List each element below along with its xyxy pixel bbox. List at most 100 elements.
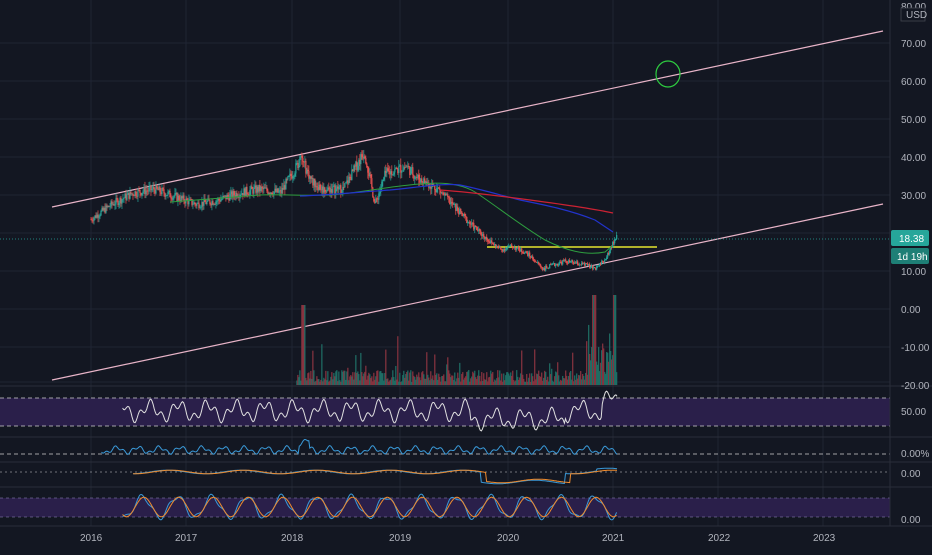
candle-body[interactable]: [298, 165, 300, 169]
candle-body[interactable]: [407, 166, 409, 168]
candle-body[interactable]: [282, 188, 284, 190]
candle-body[interactable]: [153, 186, 155, 190]
candle-body[interactable]: [477, 230, 479, 232]
candle-body[interactable]: [494, 244, 496, 246]
candle-body[interactable]: [485, 236, 487, 240]
candle-body[interactable]: [335, 188, 337, 194]
candle-body[interactable]: [286, 179, 288, 180]
candle-body[interactable]: [135, 191, 137, 196]
candle-body[interactable]: [114, 204, 116, 206]
candle-body[interactable]: [262, 187, 264, 190]
candle-body[interactable]: [303, 161, 305, 163]
candle-body[interactable]: [463, 213, 465, 217]
candle-body[interactable]: [351, 169, 353, 181]
candle-body[interactable]: [173, 196, 175, 198]
candle-body[interactable]: [388, 170, 390, 172]
candle-body[interactable]: [419, 179, 421, 183]
candle-body[interactable]: [523, 252, 525, 254]
candle-body[interactable]: [429, 186, 431, 188]
candle-body[interactable]: [143, 187, 145, 192]
candle-body[interactable]: [490, 240, 492, 243]
candle-body[interactable]: [233, 191, 235, 196]
candle-body[interactable]: [594, 267, 596, 269]
candle-body[interactable]: [250, 186, 252, 191]
adx-pane[interactable]: [0, 438, 890, 455]
candle-body[interactable]: [386, 168, 388, 173]
candle-body[interactable]: [313, 178, 315, 186]
candlesticks[interactable]: [90, 149, 618, 272]
candle-body[interactable]: [350, 177, 352, 181]
candle-body[interactable]: [136, 195, 138, 197]
candle-body[interactable]: [224, 195, 226, 197]
candle-body[interactable]: [95, 215, 97, 218]
candle-body[interactable]: [527, 252, 529, 256]
candle-body[interactable]: [517, 246, 519, 248]
candle-body[interactable]: [474, 226, 476, 230]
candle-body[interactable]: [462, 213, 464, 217]
candle-body[interactable]: [332, 186, 334, 193]
candle-body[interactable]: [556, 263, 558, 266]
candle-body[interactable]: [131, 193, 133, 195]
candle-body[interactable]: [532, 256, 534, 259]
candle-body[interactable]: [399, 165, 401, 167]
candle-body[interactable]: [551, 264, 553, 266]
candle-body[interactable]: [330, 189, 332, 193]
candle-body[interactable]: [216, 200, 218, 202]
candle-body[interactable]: [550, 264, 552, 266]
candle-body[interactable]: [109, 206, 111, 208]
candle-body[interactable]: [259, 184, 261, 191]
candle-body[interactable]: [281, 188, 283, 194]
candle-body[interactable]: [522, 251, 524, 253]
candle-body[interactable]: [415, 177, 417, 178]
candle-body[interactable]: [360, 154, 362, 165]
candle-body[interactable]: [347, 180, 349, 184]
candle-body[interactable]: [122, 198, 124, 200]
candle-body[interactable]: [291, 176, 293, 179]
candle-body[interactable]: [105, 205, 107, 213]
candle-body[interactable]: [503, 248, 505, 252]
candle-body[interactable]: [334, 185, 336, 194]
candle-body[interactable]: [126, 194, 128, 200]
candle-body[interactable]: [277, 188, 279, 193]
candle-body[interactable]: [175, 193, 177, 194]
candle-body[interactable]: [589, 264, 591, 268]
candle-body[interactable]: [524, 252, 526, 254]
candle-body[interactable]: [376, 198, 378, 200]
candle-body[interactable]: [90, 219, 92, 221]
candle-body[interactable]: [459, 208, 461, 215]
candle-body[interactable]: [404, 167, 406, 169]
candle-body[interactable]: [476, 226, 478, 231]
candle-body[interactable]: [96, 214, 98, 218]
candle-body[interactable]: [138, 189, 140, 191]
candle-body[interactable]: [602, 261, 604, 263]
candle-body[interactable]: [242, 193, 244, 196]
candle-body[interactable]: [605, 259, 607, 260]
candle-body[interactable]: [342, 186, 344, 194]
candle-body[interactable]: [148, 187, 150, 191]
candle-body[interactable]: [187, 199, 189, 205]
candle-body[interactable]: [457, 206, 459, 212]
candle-body[interactable]: [567, 262, 569, 264]
candle-body[interactable]: [580, 264, 582, 266]
candle-body[interactable]: [450, 201, 452, 205]
candle-body[interactable]: [549, 264, 551, 269]
candle-body[interactable]: [325, 191, 327, 193]
candle-body[interactable]: [356, 161, 358, 171]
candle-body[interactable]: [115, 198, 117, 205]
candle-body[interactable]: [604, 259, 606, 262]
candle-body[interactable]: [393, 172, 395, 175]
candle-body[interactable]: [207, 198, 209, 202]
candle-body[interactable]: [379, 191, 381, 194]
candle-body[interactable]: [370, 174, 372, 179]
candle-body[interactable]: [458, 211, 460, 215]
candle-body[interactable]: [552, 263, 554, 265]
candle-body[interactable]: [425, 181, 427, 184]
candle-body[interactable]: [389, 171, 391, 175]
candle-body[interactable]: [590, 267, 592, 269]
candle-body[interactable]: [245, 186, 247, 197]
candle-body[interactable]: [308, 171, 310, 179]
candle-body[interactable]: [311, 178, 313, 179]
candle-body[interactable]: [512, 246, 514, 248]
candle-body[interactable]: [406, 166, 408, 168]
candle-body[interactable]: [611, 246, 613, 248]
